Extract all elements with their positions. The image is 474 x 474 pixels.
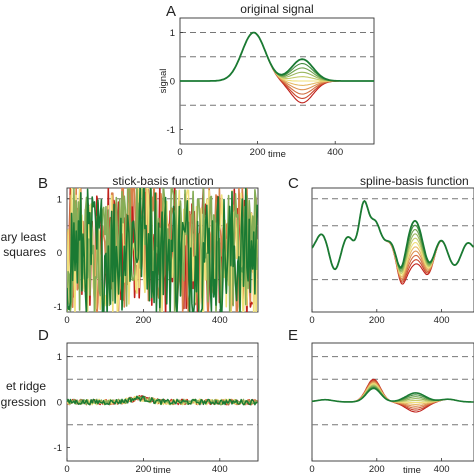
panel-C-xtick-label: 400 bbox=[434, 315, 450, 326]
panel-E-xtick-label: 200 bbox=[369, 464, 385, 474]
row-label-line: squares bbox=[3, 245, 46, 259]
panel-E-series-line-0 bbox=[311, 387, 474, 403]
panel-A-series-line-6 bbox=[180, 32, 374, 86]
panel-A-series-line-9 bbox=[180, 32, 374, 99]
panel-E-series-line-7 bbox=[311, 381, 474, 407]
panel-B-title: stick-basis function bbox=[112, 174, 213, 188]
panel-E-frame bbox=[311, 342, 474, 462]
panel-A-series-line-0 bbox=[180, 31, 374, 82]
panel-B-ytick-label: 0 bbox=[57, 248, 62, 259]
panel-E-xtick-label: 400 bbox=[434, 464, 450, 474]
panel-C-series-line-0 bbox=[312, 200, 474, 271]
panel-A-series-line-10 bbox=[180, 32, 374, 104]
panel-E-xtick-label: 0 bbox=[309, 464, 314, 474]
panel-A-label: A bbox=[166, 3, 176, 20]
panel-E-series-line-9 bbox=[311, 379, 474, 411]
panel-B-label: B bbox=[38, 175, 48, 192]
panel-E-label: E bbox=[288, 327, 298, 344]
panel-A-series-line-8 bbox=[180, 32, 374, 95]
panel-B-ytick-label: 1 bbox=[57, 194, 62, 205]
row-label-line: gression bbox=[1, 395, 46, 409]
panel-C bbox=[311, 187, 474, 313]
panel-B-series-line-0 bbox=[67, 188, 258, 312]
panel-A-xlabel: time bbox=[268, 149, 286, 160]
panel-D-ytick-label: -1 bbox=[54, 443, 62, 454]
panel-C-series-line-3 bbox=[312, 200, 474, 273]
panel-C-series-line-5 bbox=[312, 200, 474, 276]
panel-C-xtick-label: 0 bbox=[309, 315, 314, 326]
panel-B bbox=[66, 187, 259, 313]
panel-B-xtick-label: 0 bbox=[64, 315, 69, 326]
panel-C-series-line-2 bbox=[312, 200, 474, 271]
panel-C-series-line-9 bbox=[312, 200, 474, 283]
panel-C-series-line-4 bbox=[312, 200, 474, 275]
panel-C-label: C bbox=[288, 175, 299, 192]
panel-C-title: spline-basis function bbox=[360, 174, 469, 188]
panel-A-xtick-label: 0 bbox=[177, 147, 182, 158]
panel-C-xtick-label: 200 bbox=[369, 315, 385, 326]
panel-D-ytick-label: 0 bbox=[57, 398, 62, 409]
panel-E-series-line-10 bbox=[311, 378, 474, 413]
panel-C-series-line-10 bbox=[312, 200, 474, 285]
panel-D-xtick-label: 0 bbox=[64, 464, 69, 474]
panel-D-xtick-label: 200 bbox=[135, 464, 151, 474]
row-label-line: ary least bbox=[1, 230, 47, 244]
panel-D-xlabel: time bbox=[153, 465, 171, 474]
panel-C-frame bbox=[311, 187, 474, 313]
panel-A-ytick-label: 1 bbox=[170, 28, 175, 39]
panel-D-series-line-0 bbox=[66, 395, 258, 406]
panel-B-xtick-label: 400 bbox=[212, 315, 228, 326]
panel-A-ylabel: signal bbox=[158, 69, 169, 94]
panel-C-series-line-6 bbox=[312, 200, 474, 278]
panel-A-ytick-label: -1 bbox=[167, 125, 175, 136]
panel-B-xtick-label: 200 bbox=[135, 315, 151, 326]
panel-D bbox=[66, 342, 259, 462]
panel-A bbox=[179, 17, 375, 145]
panel-E-xlabel: time bbox=[403, 465, 421, 474]
panel-E bbox=[311, 342, 474, 462]
panel-D-xtick-label: 400 bbox=[212, 464, 228, 474]
panel-A-xtick-label: 200 bbox=[250, 147, 266, 158]
row-label-line: et ridge bbox=[6, 379, 46, 393]
panel-A-ytick-label: 0 bbox=[170, 77, 175, 88]
panel-E-series-line-8 bbox=[311, 380, 474, 409]
panel-A-xtick-label: 400 bbox=[327, 147, 343, 158]
panel-B-ytick-label: -1 bbox=[54, 302, 62, 313]
panel-A-title: original signal bbox=[240, 2, 313, 16]
panel-D-label: D bbox=[38, 327, 49, 344]
panel-D-ytick-label: 1 bbox=[57, 352, 62, 363]
